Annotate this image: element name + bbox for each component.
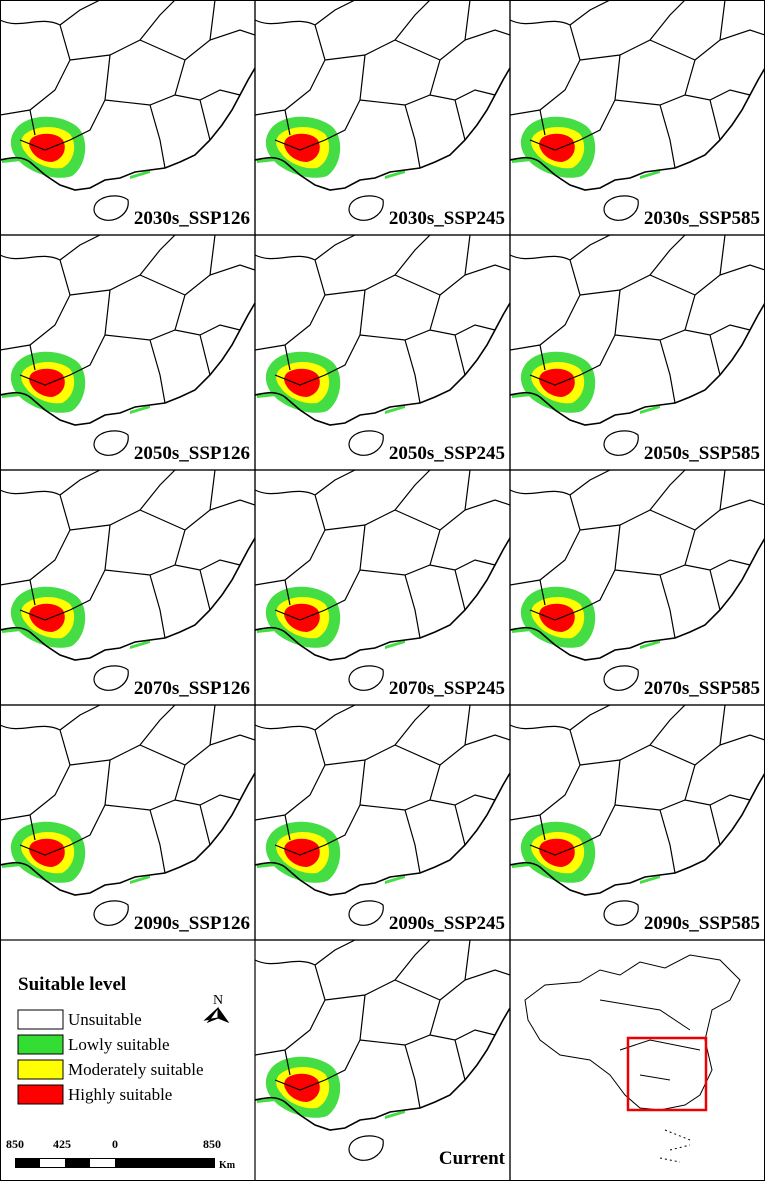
scale-label: 425 bbox=[53, 1137, 71, 1151]
map bbox=[510, 235, 765, 457]
map bbox=[255, 470, 510, 692]
legend-label: Lowly suitable bbox=[68, 1035, 170, 1054]
panel-border bbox=[509, 939, 765, 1181]
scale-label: 0 bbox=[112, 1137, 118, 1151]
inset bbox=[524, 954, 741, 1163]
panel-label: Current bbox=[439, 1148, 506, 1169]
scale-unit: Km bbox=[219, 1160, 236, 1171]
legend: Suitable level N Unsuitable Lowly suitabl… bbox=[6, 974, 236, 1171]
scale-label: 850 bbox=[6, 1137, 24, 1151]
legend-label: Moderately suitable bbox=[68, 1060, 204, 1079]
legend-label: Unsuitable bbox=[68, 1010, 142, 1029]
panel-label: 2030s_SSP585 bbox=[644, 208, 760, 229]
map bbox=[0, 705, 255, 927]
panel-label: 2090s_SSP245 bbox=[389, 913, 505, 934]
map bbox=[255, 0, 510, 222]
north-label: N bbox=[213, 993, 223, 1008]
legend-swatch bbox=[17, 1084, 64, 1105]
map bbox=[255, 235, 510, 457]
map bbox=[0, 0, 255, 222]
panel-label: 2050s_SSP245 bbox=[389, 443, 505, 464]
map bbox=[0, 235, 255, 457]
scale-label: 850 bbox=[203, 1137, 221, 1151]
map bbox=[0, 470, 255, 692]
legend-swatch bbox=[17, 1009, 64, 1030]
legend-swatch bbox=[17, 1034, 64, 1055]
map bbox=[255, 940, 510, 1162]
legend-title: Suitable level bbox=[18, 974, 126, 995]
legend-swatch bbox=[17, 1059, 64, 1080]
panel-label: 2090s_SSP126 bbox=[134, 913, 250, 934]
map bbox=[510, 470, 765, 692]
map bbox=[510, 705, 765, 927]
scale-bar bbox=[15, 1158, 215, 1168]
panel-label: 2070s_SSP585 bbox=[644, 678, 760, 699]
panel-label: 2070s_SSP245 bbox=[389, 678, 505, 699]
legend-label: Highly suitable bbox=[68, 1085, 172, 1104]
panel-label: 2030s_SSP245 bbox=[389, 208, 505, 229]
panel-label: 2050s_SSP126 bbox=[134, 443, 250, 464]
map bbox=[255, 705, 510, 927]
panel-label: 2050s_SSP585 bbox=[644, 443, 760, 464]
panel-label: 2090s_SSP585 bbox=[644, 913, 760, 934]
north-arrow bbox=[203, 1006, 230, 1024]
map bbox=[510, 0, 765, 222]
panel-label: 2070s_SSP126 bbox=[134, 678, 250, 699]
panel-label: 2030s_SSP126 bbox=[134, 208, 250, 229]
